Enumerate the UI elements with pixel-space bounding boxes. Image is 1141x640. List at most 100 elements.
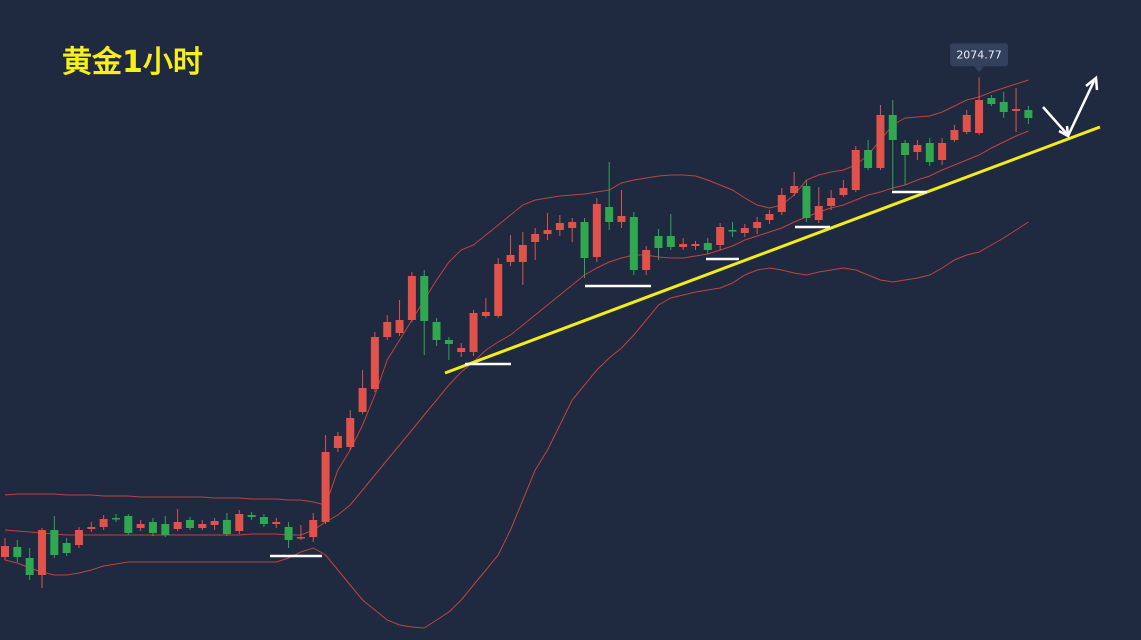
- candle-body: [629, 217, 638, 270]
- candle-body: [346, 418, 355, 447]
- candle-body: [185, 520, 194, 528]
- candle-body: [703, 243, 712, 250]
- band-middle: [4, 130, 1029, 536]
- arrow-up: [1066, 80, 1096, 137]
- trend-line: [444, 125, 1101, 375]
- candle-body: [235, 514, 244, 531]
- candle-body: [37, 530, 46, 575]
- candle-body: [25, 558, 34, 575]
- candle-body: [50, 530, 59, 555]
- candle-body: [580, 222, 589, 258]
- candle-body: [642, 250, 651, 270]
- candle-body: [617, 216, 626, 222]
- candle-body: [1012, 109, 1021, 111]
- candle-body: [457, 348, 466, 352]
- chart-title: 黄金1小时: [62, 45, 203, 80]
- candle-body: [444, 340, 453, 344]
- candle-body: [543, 230, 552, 234]
- candle-body: [296, 537, 305, 539]
- candle-body: [259, 517, 268, 524]
- price-tag-pointer: [974, 66, 985, 73]
- candle-body: [802, 186, 811, 218]
- arrow-head: [1085, 75, 1099, 91]
- candle-body: [494, 264, 503, 316]
- candle-body: [814, 206, 823, 220]
- candle-body: [765, 214, 774, 220]
- candle-body: [777, 195, 786, 212]
- candle-body: [950, 130, 959, 140]
- candle-body: [740, 228, 749, 233]
- support-marks: [270, 190, 927, 558]
- candle-body: [74, 530, 83, 545]
- candle-body: [716, 227, 725, 245]
- candle-body: [913, 145, 922, 152]
- candle-body: [506, 255, 515, 262]
- price-tag-box: [950, 43, 1009, 67]
- candle-body: [962, 115, 971, 132]
- candle-body: [876, 115, 885, 168]
- candle-body: [568, 222, 577, 228]
- candle-body: [247, 515, 256, 517]
- candle-body: [420, 276, 429, 321]
- candle-body: [210, 521, 219, 525]
- candle-body: [370, 337, 379, 389]
- candle-body: [666, 236, 675, 247]
- candle-body: [753, 222, 762, 228]
- candle-body: [679, 244, 688, 247]
- candle-body: [358, 388, 367, 412]
- candle-body: [864, 150, 873, 168]
- candle-body: [999, 102, 1008, 112]
- candle-body: [555, 223, 564, 230]
- candle-body: [111, 518, 120, 520]
- candle-body: [605, 207, 614, 222]
- candle-body: [851, 150, 860, 190]
- candle-body: [691, 244, 700, 246]
- price-tag: 2074.77: [950, 43, 1009, 73]
- candle-body: [333, 436, 342, 448]
- candle-body: [13, 547, 22, 557]
- candle-body: [173, 522, 182, 529]
- candle-body: [839, 188, 848, 195]
- candle-body: [1024, 110, 1033, 118]
- candle-body: [469, 313, 478, 352]
- candle-body: [432, 322, 441, 340]
- candle-body: [62, 543, 71, 553]
- candle-body: [938, 143, 947, 160]
- candle-body: [925, 143, 934, 162]
- candle-body: [124, 516, 133, 533]
- candle-body: [321, 452, 330, 522]
- candle-body: [728, 230, 737, 232]
- price-tag-label: 2074.77: [956, 48, 1002, 61]
- candle-body: [284, 527, 293, 540]
- candle-body: [148, 522, 157, 533]
- candle-body: [901, 143, 910, 155]
- candle-body: [592, 204, 601, 257]
- candle-body: [481, 312, 490, 316]
- candle-body: [272, 522, 281, 524]
- candle-body: [987, 98, 996, 104]
- candle-body: [827, 198, 836, 206]
- band-lower: [4, 221, 1029, 629]
- arrow-down: [1042, 106, 1068, 135]
- candle-body: [222, 520, 231, 534]
- candle-body: [518, 245, 527, 262]
- candle-body: [888, 115, 897, 140]
- candle-body: [790, 186, 799, 193]
- candle-body: [136, 524, 145, 528]
- candle-body: [395, 320, 404, 333]
- candle-body: [1, 546, 9, 557]
- candle-body: [309, 520, 318, 537]
- forecast-arrows: [1042, 75, 1099, 139]
- candle-body: [975, 100, 984, 133]
- candle-body: [383, 322, 392, 337]
- candle-body: [654, 236, 663, 248]
- candle-body: [531, 234, 540, 242]
- candles: [1, 77, 1033, 588]
- candle-body: [198, 524, 207, 528]
- annotations: [270, 75, 1101, 558]
- candle-body: [87, 527, 96, 529]
- candle-body: [407, 276, 416, 320]
